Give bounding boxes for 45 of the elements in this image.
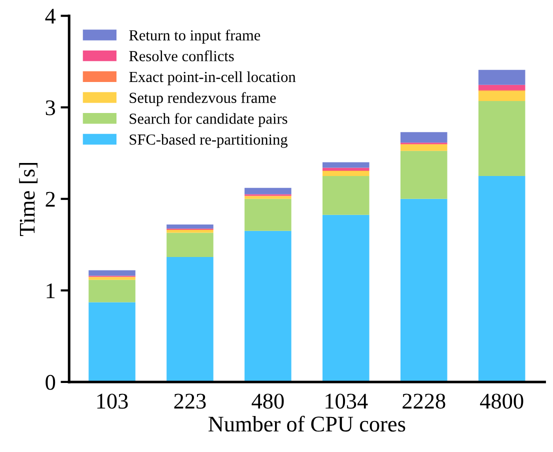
bar — [244, 198, 292, 231]
legend-label: Search for candidate pairs — [130, 112, 288, 127]
y-tick-label: 1 — [46, 283, 55, 298]
legend-label: Return to input frame — [129, 30, 260, 44]
bar — [88, 270, 136, 276]
bar — [478, 90, 526, 101]
bar — [478, 70, 526, 85]
x-tick-label: 103 — [97, 394, 128, 409]
x-tick-label: 1034 — [326, 394, 368, 409]
x-tick-label: 480 — [252, 394, 284, 409]
bar — [478, 176, 526, 382]
bar — [400, 132, 448, 143]
bar — [400, 150, 448, 199]
legend-label: Setup rendezvous frame — [130, 92, 276, 106]
bar — [400, 198, 448, 382]
y-tick-label: 3 — [46, 100, 56, 116]
bar — [244, 230, 292, 382]
bar — [166, 230, 214, 233]
y-tick-label: 2 — [46, 192, 55, 207]
y-tick-label: 4 — [45, 8, 56, 24]
y-axis-title: Time [s] — [19, 162, 38, 236]
bar — [166, 224, 214, 229]
bar — [322, 176, 370, 215]
y-tick-label: 0 — [46, 374, 56, 390]
bar — [88, 277, 136, 280]
bar — [244, 188, 292, 194]
bar — [478, 100, 526, 176]
legend-label: SFC-based re-partitioning — [130, 134, 288, 148]
bar — [166, 232, 214, 257]
bar — [88, 302, 136, 382]
x-axis-title: Number of CPU cores — [208, 416, 406, 432]
bar — [88, 280, 136, 302]
bar — [166, 257, 214, 382]
bar — [322, 168, 370, 171]
legend-label: Exact point-in-cell location — [129, 71, 296, 86]
x-tick-label: 2228 — [402, 394, 446, 409]
bar — [478, 84, 526, 90]
bar — [322, 162, 370, 168]
legend-label: Resolve conflicts — [129, 50, 234, 62]
x-tick-label: 4800 — [480, 394, 524, 409]
bar — [322, 170, 370, 176]
bar — [244, 196, 292, 199]
bar — [400, 144, 448, 151]
bar — [322, 214, 370, 382]
x-tick-label: 223 — [174, 394, 206, 409]
